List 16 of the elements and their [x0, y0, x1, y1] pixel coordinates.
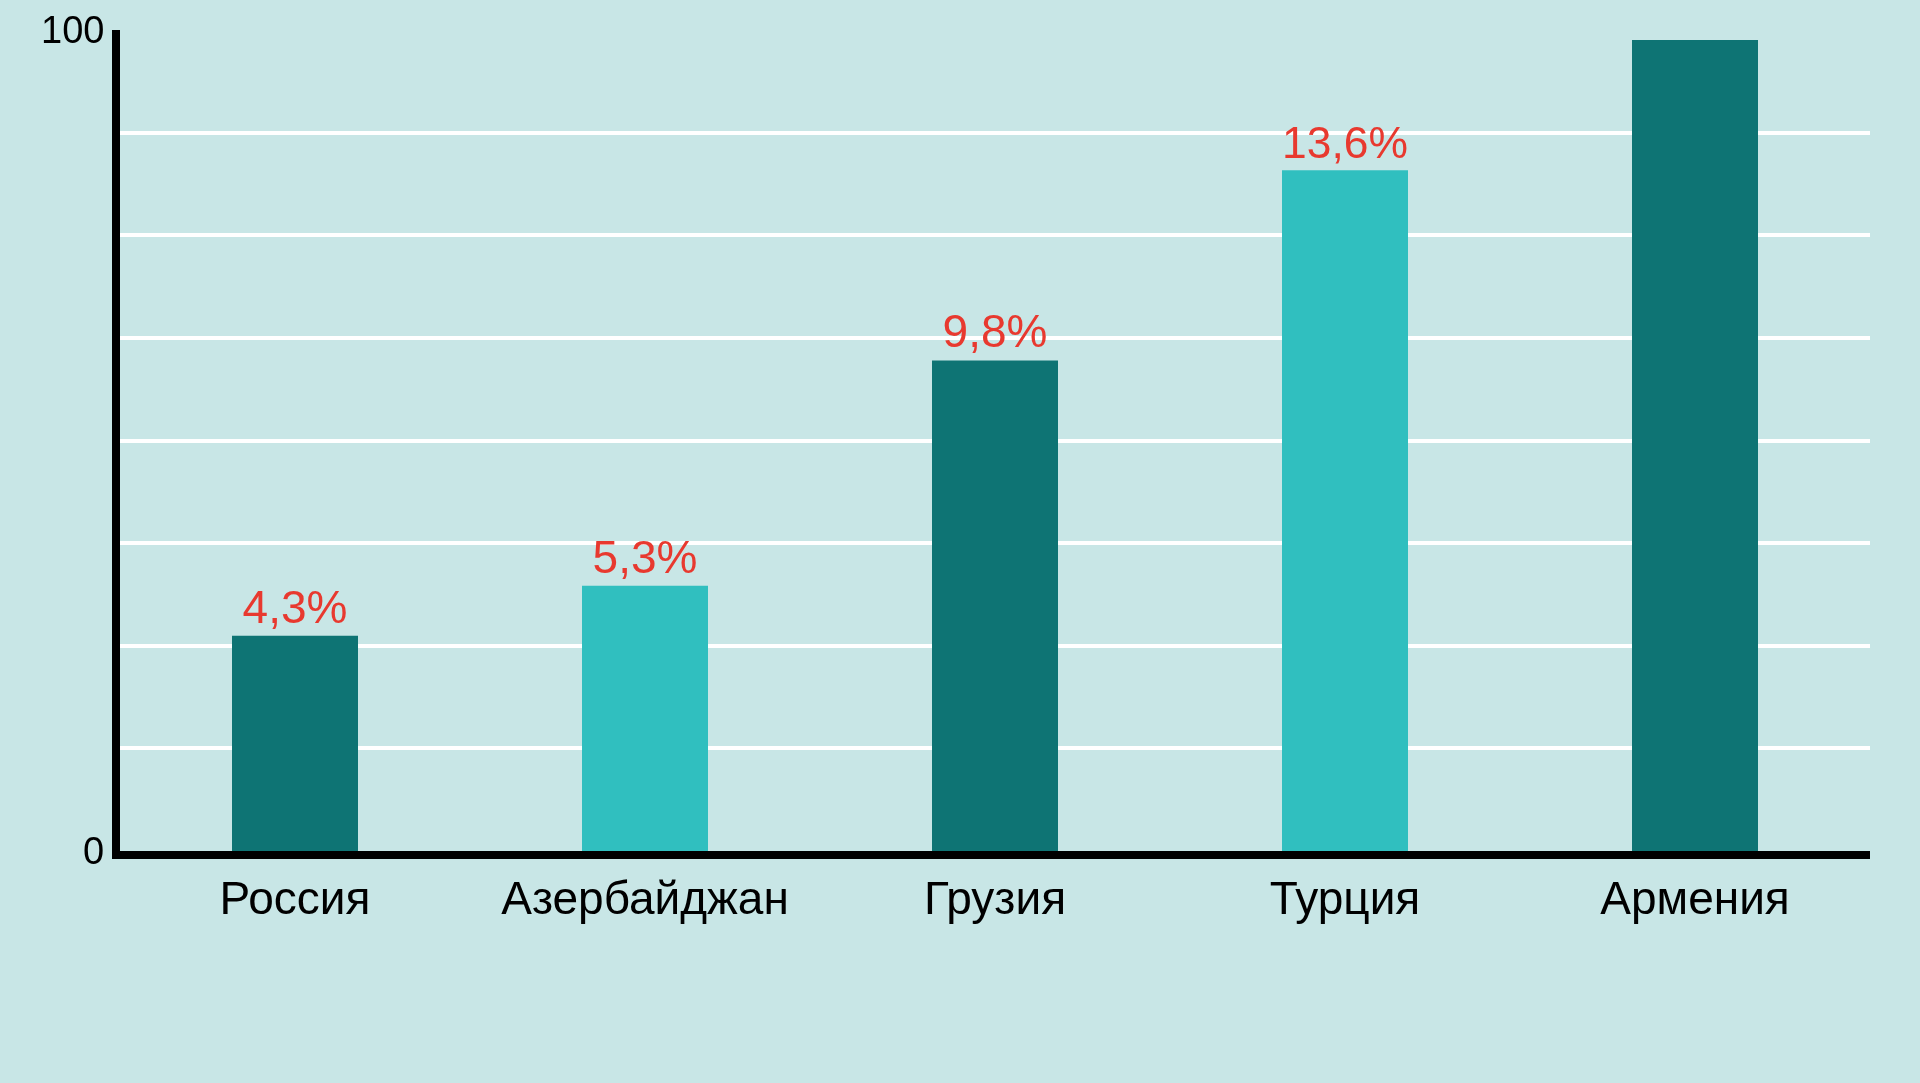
bar [582, 585, 708, 851]
text: 100 [41, 9, 105, 51]
bar [1282, 170, 1408, 851]
bar [1632, 40, 1758, 851]
text: 0 [83, 830, 105, 872]
data-label: 5,3% [592, 530, 698, 583]
bar [232, 635, 358, 851]
data-label: 4,3% [242, 580, 348, 633]
x-tick-label: Грузия [923, 872, 1067, 925]
x-tick-label: Турция [1269, 872, 1421, 925]
data-label: 13,6% [1282, 117, 1408, 167]
x-tick-label: Армения [1600, 872, 1790, 925]
data-label: 9,8% [942, 305, 1048, 358]
x-tick-label: Азербайджан [501, 872, 789, 925]
bar [932, 360, 1058, 851]
x-tick-label: Россия [219, 872, 371, 925]
